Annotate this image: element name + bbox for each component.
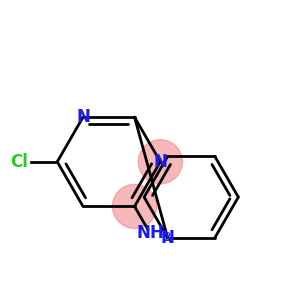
Circle shape [112, 184, 157, 229]
Text: NH$_2$: NH$_2$ [136, 223, 172, 243]
Text: N: N [76, 108, 90, 126]
Text: N: N [153, 153, 167, 171]
Circle shape [138, 140, 182, 184]
Text: N: N [161, 229, 175, 247]
Text: Cl: Cl [10, 153, 28, 171]
